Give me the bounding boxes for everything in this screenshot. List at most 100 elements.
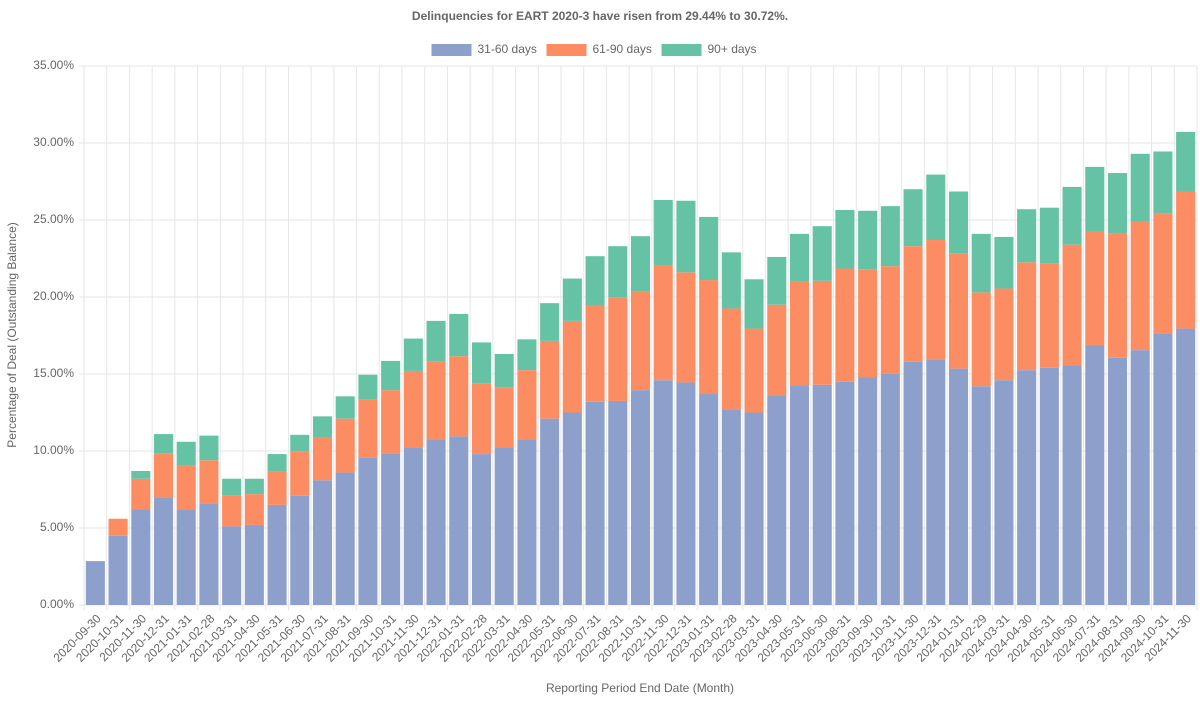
bar-segment (676, 272, 696, 383)
bar-segment (858, 377, 878, 605)
bar-segment (699, 280, 719, 395)
bar-segment (630, 390, 651, 605)
bar-segment (744, 279, 764, 329)
bar-segment (903, 246, 923, 362)
bar-segment (540, 303, 560, 341)
bar-segment (608, 297, 628, 401)
bar-segment (1107, 233, 1128, 358)
bar-segment (290, 495, 310, 605)
bar-segment (585, 305, 605, 402)
bar-segment (1176, 328, 1196, 605)
bar-segment (767, 304, 787, 396)
bar-segment (335, 396, 355, 419)
bar-segment (1062, 244, 1082, 366)
bar-segment (676, 200, 696, 273)
bar-segment (335, 418, 355, 473)
bar-segment (1017, 262, 1037, 371)
bar-segment (1176, 131, 1196, 192)
bar-segment (767, 256, 787, 305)
bar-segment (994, 288, 1014, 381)
legend-swatch (661, 44, 702, 56)
bar-segment (630, 236, 651, 292)
bar-segment (835, 209, 855, 269)
bar-segment (131, 471, 151, 479)
bar-segment (131, 478, 151, 510)
bar-segment (744, 328, 764, 413)
bar-segment (608, 246, 628, 298)
bar-segment (449, 436, 469, 605)
bar-segment (494, 447, 514, 605)
bar-segment (926, 359, 946, 605)
bar-segment (312, 416, 333, 438)
bar-segment (630, 291, 651, 391)
bar-segment (449, 356, 469, 437)
bar-segment (449, 313, 469, 357)
bar-segment (199, 435, 219, 461)
bar-segment (1107, 173, 1128, 234)
bar-segment (903, 189, 923, 247)
legend-swatch (546, 44, 587, 56)
bar-segment (426, 320, 446, 362)
y-tick-label: 0.00% (40, 597, 74, 611)
bar-segment (767, 395, 787, 605)
bar-segment (494, 387, 514, 448)
bar-segment (222, 495, 242, 527)
bar-segment (358, 457, 378, 605)
bar-segment (312, 437, 333, 481)
bar-segment (517, 370, 537, 440)
bar-segment (880, 206, 900, 267)
bar-segment (335, 472, 355, 605)
bar-segment (812, 226, 832, 281)
bar-segment (1062, 186, 1082, 245)
bar-segment (903, 361, 923, 605)
y-tick-label: 10.00% (33, 443, 74, 457)
bar-segment (85, 561, 105, 605)
bar-segment (789, 385, 810, 605)
bar-segment (721, 409, 741, 605)
bar-segment (176, 441, 196, 466)
bar-segment (812, 384, 832, 605)
bar-segment (267, 471, 287, 505)
bar-segment (835, 381, 855, 605)
y-tick-label: 20.00% (33, 289, 74, 303)
bar-segment (653, 265, 673, 381)
bar-segment (312, 480, 333, 605)
bar-segment (176, 465, 196, 510)
y-tick-label: 5.00% (40, 520, 74, 534)
bar-segment (789, 281, 810, 386)
bar-segment (858, 210, 878, 270)
bar-segment (244, 478, 264, 495)
bar-segment (1017, 370, 1037, 605)
bar-segment (290, 451, 310, 496)
bar-segment (744, 412, 764, 605)
bar-segment (562, 320, 582, 413)
bar-segment (471, 342, 492, 384)
bar-segment (358, 374, 378, 400)
bar-segment (199, 503, 219, 605)
bar-segment (381, 453, 401, 605)
bar-segment (222, 526, 242, 605)
legend-label: 31-60 days (478, 42, 537, 56)
bar-segment (1130, 221, 1150, 351)
bar-segment (1039, 207, 1059, 264)
bar-segment (403, 370, 423, 448)
bar-segment (835, 268, 855, 382)
bar-segment (540, 418, 560, 605)
bar-segment (426, 361, 446, 440)
bar-segment (153, 453, 174, 498)
bar-segment (971, 292, 991, 387)
bar-segment (199, 460, 219, 504)
bar-segment (926, 240, 946, 360)
x-axis-title: Reporting Period End Date (Month) (546, 681, 734, 695)
bar-segment (971, 233, 991, 293)
bar-segment (222, 478, 242, 496)
bar-segment (1039, 263, 1059, 368)
bar-segment (471, 454, 492, 605)
bar-segment (426, 439, 446, 605)
bar-segment (381, 390, 401, 454)
bar-segment (585, 401, 605, 605)
bar-segment (880, 373, 900, 605)
bar-segment (358, 399, 378, 458)
legend-label: 90+ days (708, 42, 757, 56)
